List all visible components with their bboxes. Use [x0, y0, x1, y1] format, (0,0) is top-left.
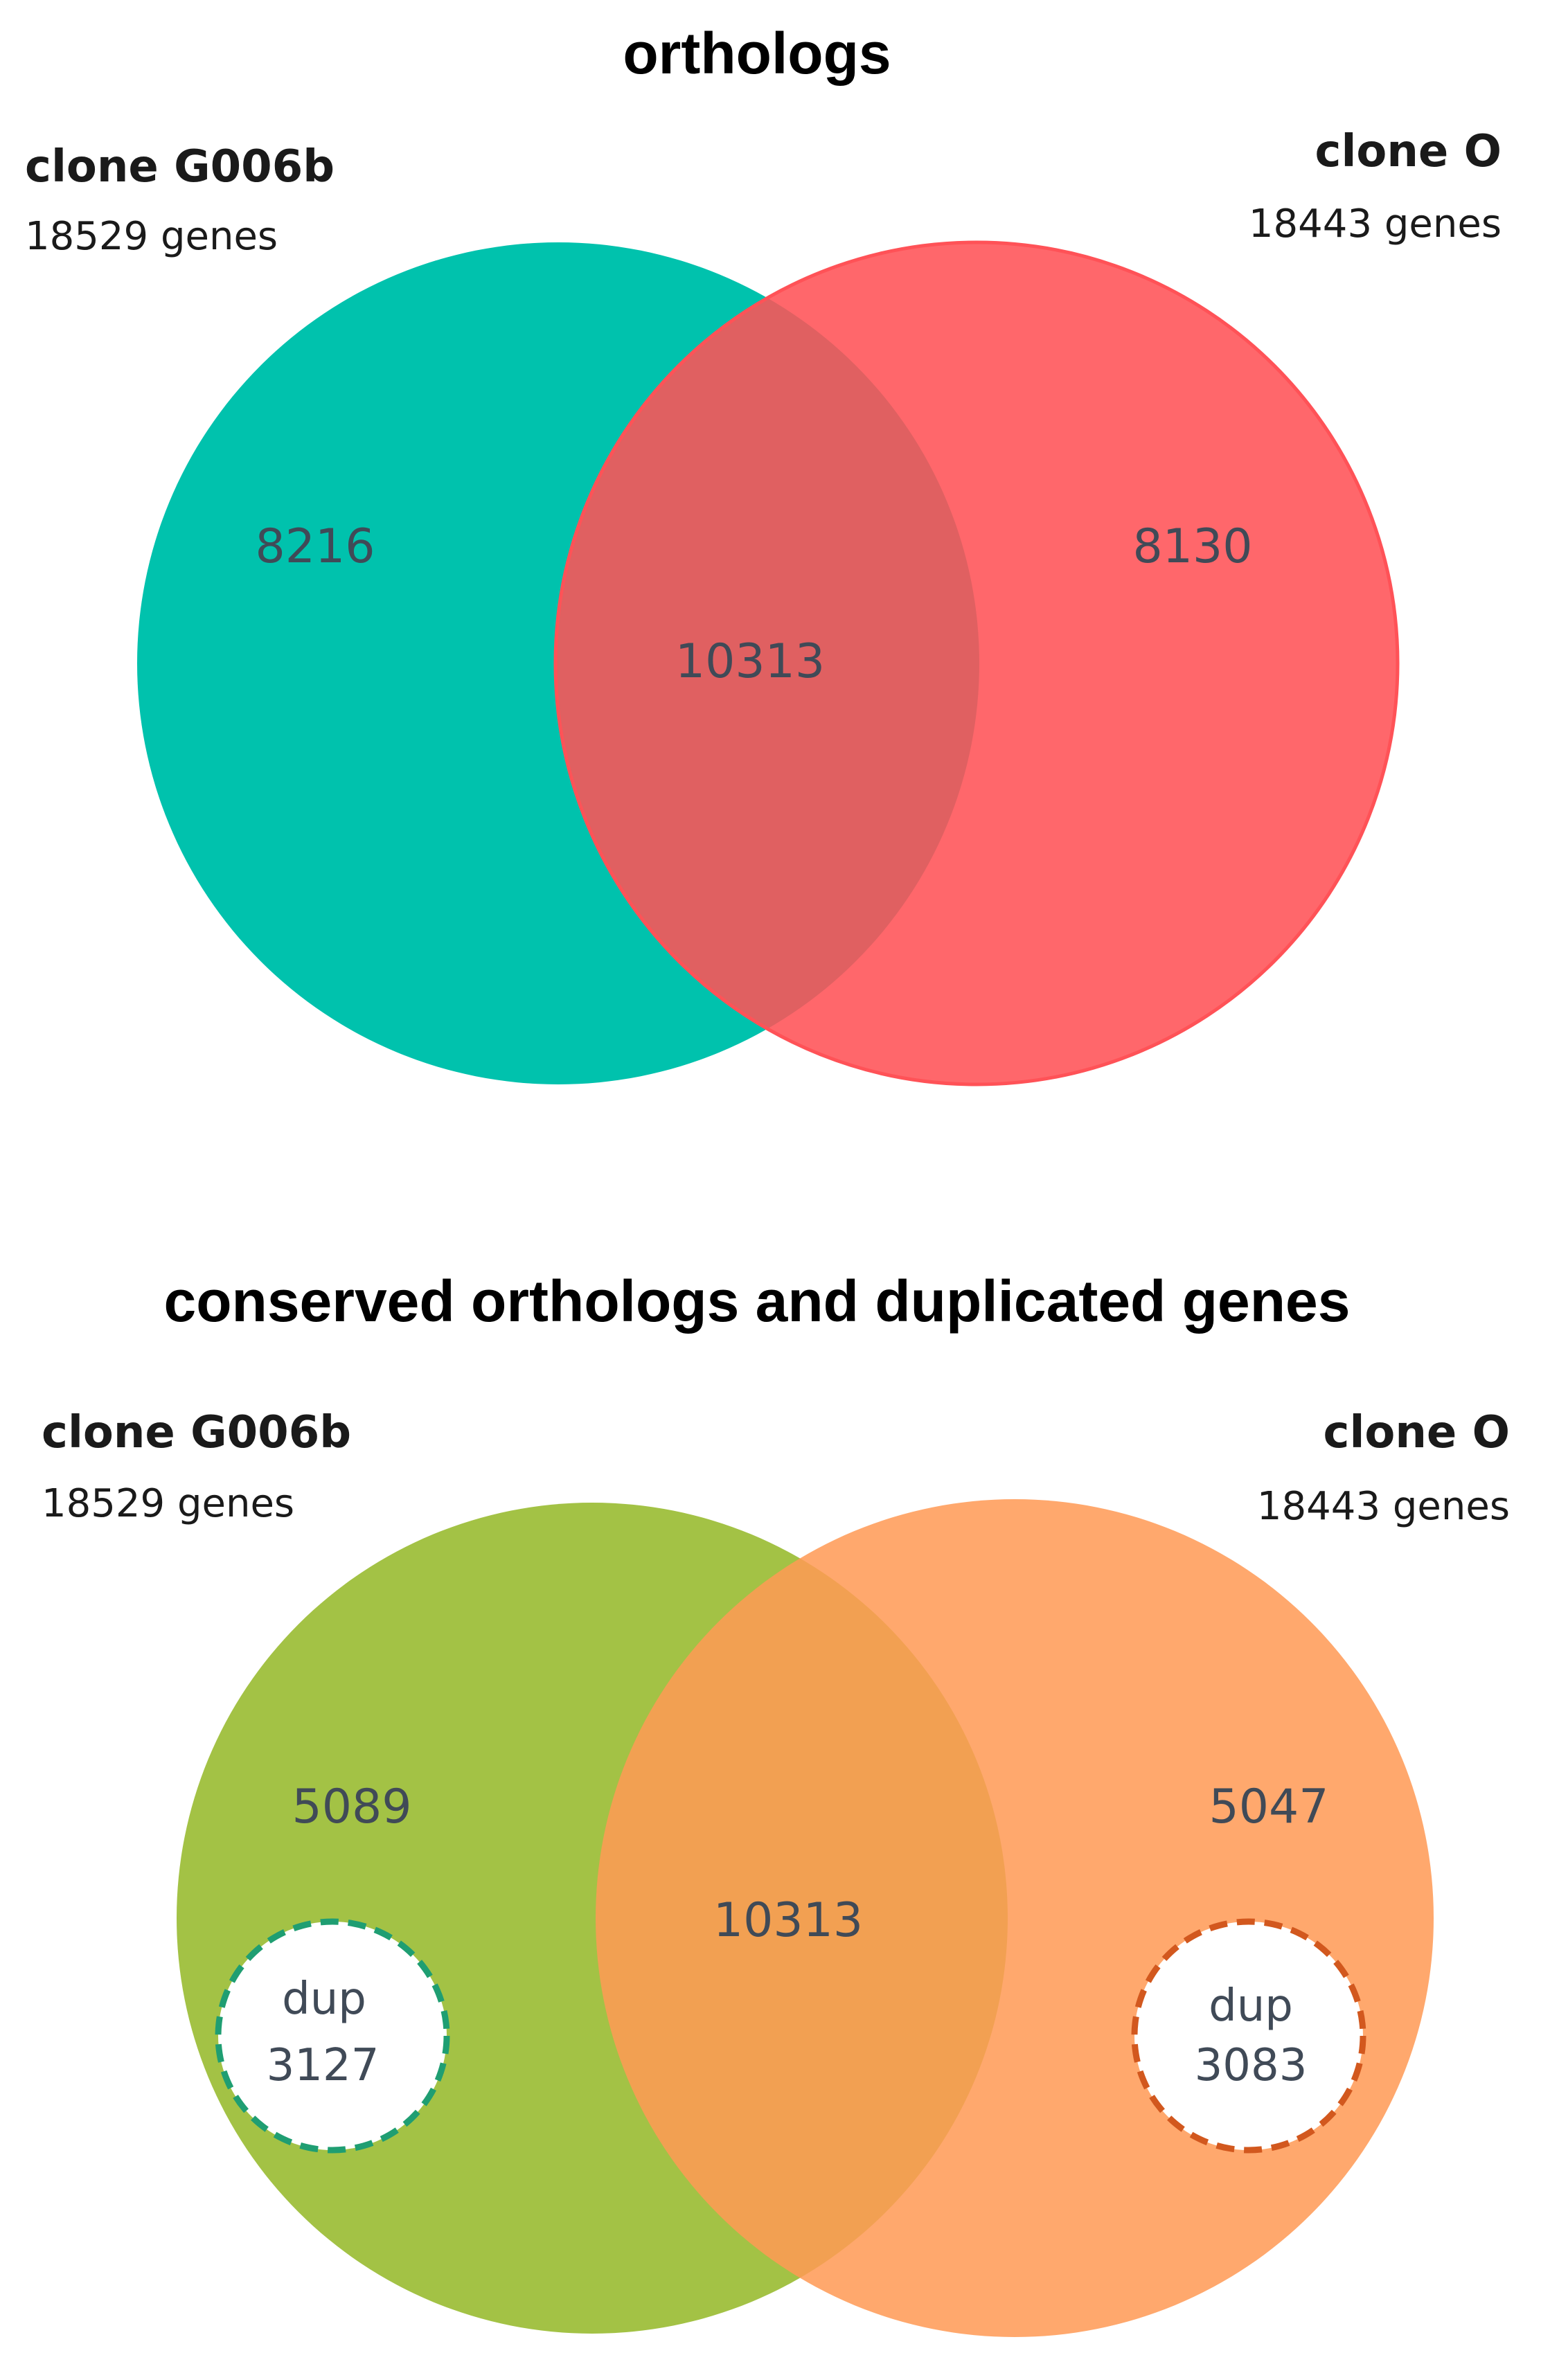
right-dup-count: 3083	[1195, 2040, 1308, 2091]
intersection-count: 10313	[713, 1893, 863, 1948]
right-set-circle	[553, 240, 1400, 1086]
left-set-name: clone G006b	[25, 141, 335, 193]
left-only-count: 8216	[255, 519, 375, 574]
right-set-name: clone O	[1315, 126, 1502, 177]
panel-conserved-duplicated: conserved orthologs and duplicated genes…	[42, 1269, 1510, 2337]
left-set-size: 18529 genes	[42, 1481, 294, 1526]
left-set-size: 18529 genes	[25, 214, 278, 259]
right-set-name: clone O	[1324, 1407, 1511, 1458]
panel-orthologs: orthologs clone G006b 18529 genes clone …	[25, 21, 1502, 1086]
left-dup-count: 3127	[267, 2040, 380, 2091]
right-only-count: 5047	[1209, 1780, 1328, 1834]
panel-title: conserved orthologs and duplicated genes	[164, 1269, 1351, 1334]
right-only-count: 8130	[1132, 519, 1252, 574]
left-only-count: 5089	[292, 1780, 411, 1834]
intersection-count: 10313	[675, 634, 825, 689]
panel-title: orthologs	[623, 21, 891, 86]
right-duplicated-circle	[1131, 1918, 1366, 2154]
left-set-name: clone G006b	[42, 1407, 351, 1458]
right-dup-label: dup	[1209, 1980, 1293, 2032]
left-dup-label: dup	[282, 1974, 366, 2025]
right-set-size: 18443 genes	[1249, 202, 1502, 247]
left-duplicated-circle	[215, 1918, 450, 2154]
right-set-size: 18443 genes	[1257, 1484, 1510, 1529]
